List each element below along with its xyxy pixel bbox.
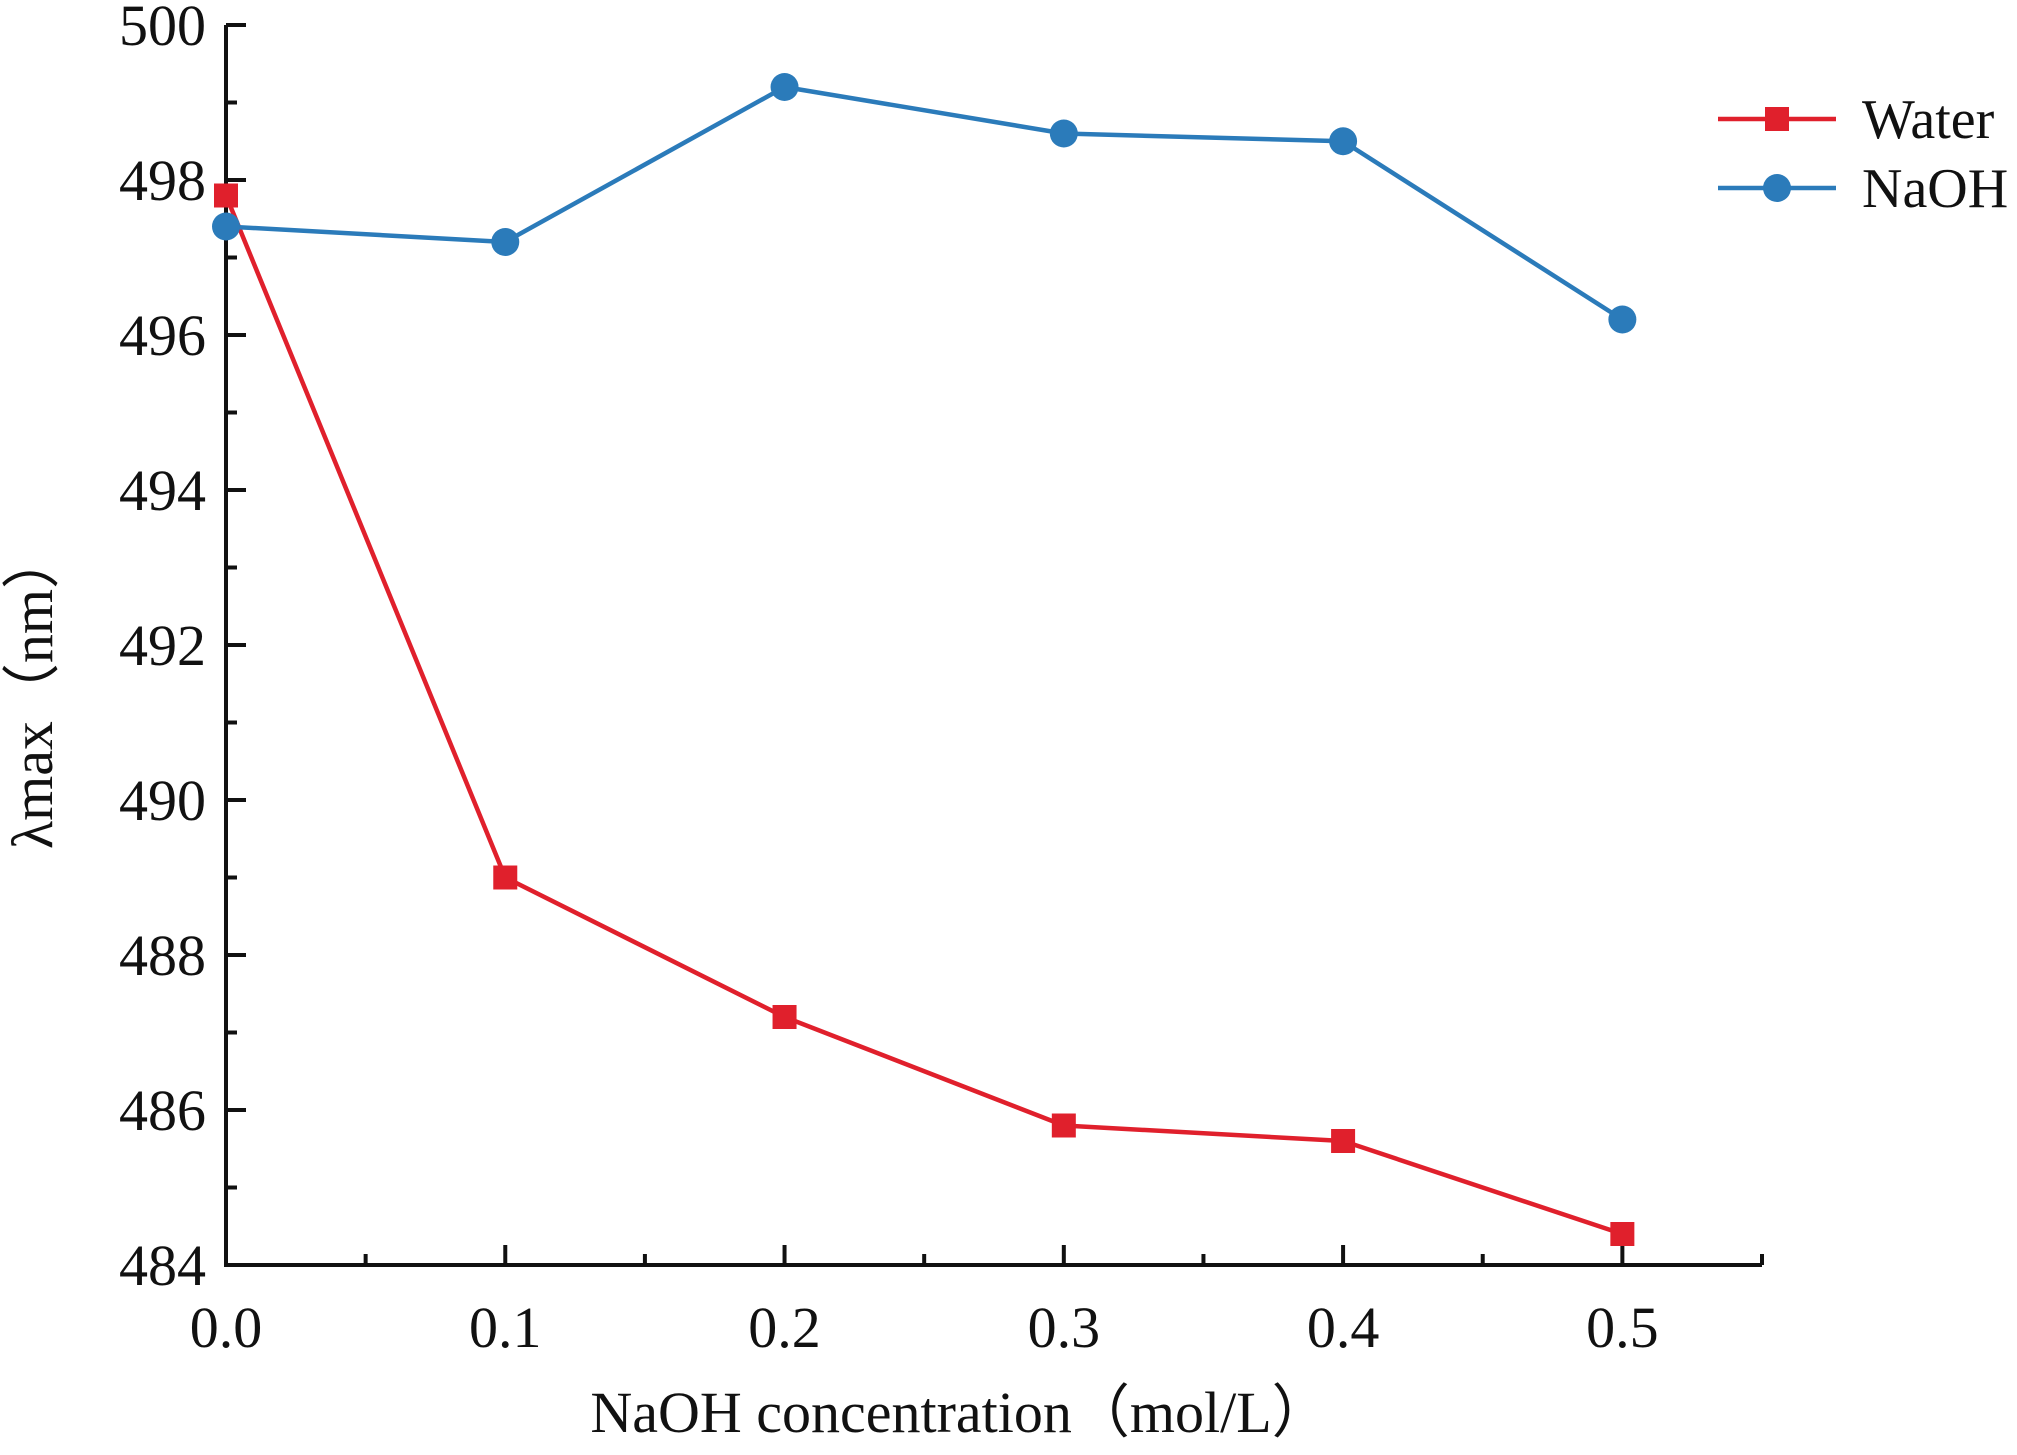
- x-tick-label: 0.1: [469, 1295, 542, 1360]
- legend-marker-water: [1765, 107, 1789, 131]
- data-point-naoh: [1049, 119, 1078, 148]
- y-tick-label: 486: [119, 1078, 206, 1143]
- y-tick-label: 498: [119, 148, 206, 213]
- x-tick-label: 0.0: [190, 1295, 263, 1360]
- series-line-water: [223, 194, 1624, 1237]
- data-point-water: [1610, 1222, 1635, 1246]
- x-tick-label: 0.5: [1586, 1295, 1659, 1360]
- data-point-water: [493, 865, 518, 890]
- legend-label-naoh: NaOH: [1862, 158, 2008, 220]
- data-point-water: [772, 1005, 797, 1029]
- series-lines: [212, 73, 1637, 1246]
- x-tick-label: 0.3: [1028, 1295, 1101, 1360]
- data-point-water: [1331, 1129, 1356, 1153]
- y-tick-label: 494: [119, 458, 206, 523]
- y-tick-label: 500: [119, 0, 206, 58]
- y-tick-label: 488: [119, 923, 206, 988]
- data-point-water: [214, 183, 238, 208]
- y-tick-label: 484: [119, 1233, 206, 1298]
- data-point-water: [1051, 1113, 1076, 1138]
- data-point-naoh: [1608, 305, 1637, 334]
- data-point-naoh: [770, 73, 799, 101]
- x-tick-label: 0.2: [748, 1295, 821, 1360]
- series-line-naoh: [225, 84, 1624, 322]
- data-point-naoh: [491, 228, 520, 256]
- legend-marker-naoh: [1763, 174, 1791, 202]
- data-point-naoh: [212, 212, 240, 241]
- x-tick-label: 0.4: [1307, 1295, 1380, 1360]
- data-point-naoh: [1329, 127, 1358, 156]
- y-tick-label: 490: [119, 768, 206, 833]
- legend-label-water: Water: [1862, 89, 1995, 151]
- legend: Water NaOH: [1718, 89, 2008, 220]
- y-tick-label: 492: [119, 613, 206, 678]
- y-tick-label: 496: [119, 303, 206, 368]
- x-axis-title: NaOH concentration（mol/L）: [590, 1380, 1329, 1445]
- axes: 484 486 488 490 492 494 496 498 500 0.0 0.1 0.2 0.3 0…: [119, 0, 1764, 1360]
- y-axis-title: λmax（nm）: [0, 531, 65, 849]
